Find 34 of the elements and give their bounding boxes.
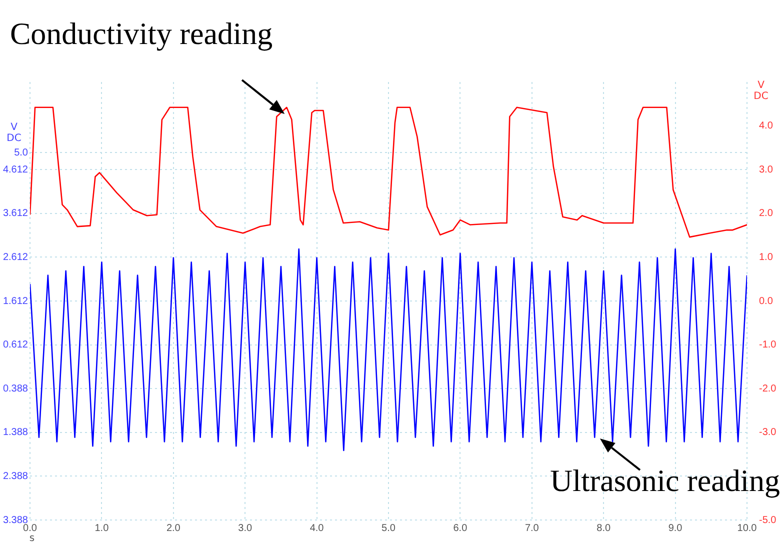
y2-tick-label: -2.0 <box>759 383 777 394</box>
x-tick-label: 1.0 <box>94 522 110 534</box>
y-tick-label: 1.388 <box>2 427 28 438</box>
y2-tick-label: 2.0 <box>759 208 774 220</box>
y-tick-label: 2.612 <box>2 252 28 263</box>
y2-tick-label: 0.0 <box>759 296 774 307</box>
annotation: Ultrasonic reading <box>550 463 780 498</box>
y-tick-label: 3.612 <box>2 208 28 220</box>
y2-tick-label: -5.0 <box>759 514 777 526</box>
y-tick-label: 0.388 <box>2 383 28 394</box>
y-tick-label: 5.0 <box>14 147 28 158</box>
y-axis-title: V DC <box>6 122 22 144</box>
x-axis-title: s <box>29 533 35 543</box>
y2-tick-label: 1.0 <box>759 252 774 263</box>
x-tick-label: 10.0 <box>737 522 758 534</box>
y2-tick-label: -3.0 <box>759 427 777 438</box>
y-tick-label: 2.388 <box>2 470 28 482</box>
y2-tick-label: 3.0 <box>759 164 774 176</box>
y-tick-label: 1.612 <box>2 296 28 307</box>
y-tick-label: 4.612 <box>2 164 28 176</box>
annotation: Conductivity reading <box>10 16 273 51</box>
y-tick-label: 0.612 <box>2 340 28 351</box>
x-tick-label: 0.0 <box>23 522 38 534</box>
x-tick-label: 3.0 <box>238 522 252 534</box>
x-tick-label: 6.0 <box>453 522 468 534</box>
x-tick-label: 8.0 <box>596 522 611 534</box>
x-tick-label: 5.0 <box>382 522 396 534</box>
y2-tick-label: -1.0 <box>759 340 777 351</box>
x-tick-label: 4.0 <box>310 522 324 534</box>
x-tick-label: 7.0 <box>524 522 540 534</box>
x-tick-label: 9.0 <box>668 522 683 534</box>
y2-axis-title: V DC <box>754 80 768 102</box>
y2-tick-label: 4.0 <box>759 120 774 132</box>
x-tick-label: 2.0 <box>166 522 181 534</box>
